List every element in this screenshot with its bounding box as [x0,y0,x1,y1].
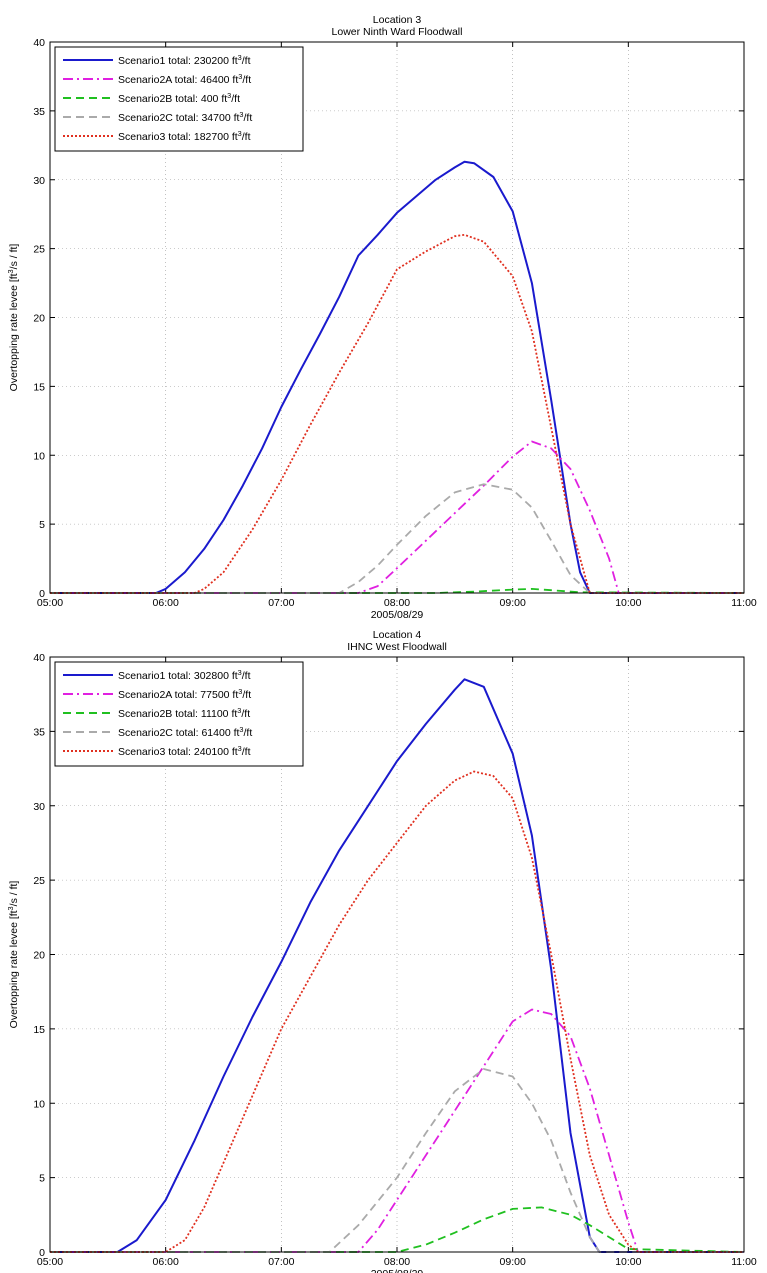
series-line-2 [50,440,744,594]
x-tick-label: 07:00 [268,597,294,609]
chart-title: Location 4 [373,629,422,641]
y-tick-label: 35 [33,106,45,118]
chart-subtitle: IHNC West Floodwall [347,641,447,653]
legend-label-1: Scenario1 total: 302800 ft3/ft [118,668,251,683]
x-axis-label: 2005/08/29 [371,609,424,621]
y-axis-label: Overtopping rate levee [ft3/s / ft] [6,244,21,392]
series-line-1 [50,160,744,594]
x-tick-label: 06:00 [153,1256,179,1268]
y-tick-label: 15 [33,381,45,393]
y-tick-label: 5 [39,519,45,531]
y-tick-label: 15 [33,1024,45,1036]
x-tick-label: 08:00 [384,1256,410,1268]
y-tick-label: 40 [33,652,45,664]
y-tick-label: 20 [33,950,45,962]
y-tick-label: 10 [33,450,45,462]
x-tick-label: 06:00 [153,597,179,609]
x-tick-label: 08:00 [384,597,410,609]
legend-label-3: Scenario2B total: 11100 ft3/ft [118,706,250,721]
x-tick-label: 10:00 [615,597,641,609]
legend-label-3: Scenario2B total: 400 ft3/ft [118,91,240,106]
legend-label-5: Scenario3 total: 182700 ft3/ft [118,129,251,144]
x-tick-label: 10:00 [615,1256,641,1268]
y-tick-label: 5 [39,1173,45,1185]
legend-label-2: Scenario2A total: 77500 ft3/ft [118,687,251,702]
y-tick-label: 20 [33,313,45,325]
x-tick-label: 05:00 [37,1256,63,1268]
x-tick-label: 09:00 [500,597,526,609]
series-line-2 [50,1008,744,1253]
chart-title: Location 3 [373,14,422,26]
series-line-5 [50,233,744,594]
series-line-1 [50,678,744,1253]
legend-label-4: Scenario2C total: 61400 ft3/ft [118,725,252,740]
x-tick-label: 11:00 [731,597,757,609]
axes-frame [49,41,745,594]
series-line-5 [50,770,744,1253]
y-tick-label: 40 [33,37,45,49]
y-tick-label: 0 [39,1247,45,1259]
y-tick-label: 25 [33,875,45,887]
y-tick-label: 0 [39,588,45,600]
y-axis-label: Overtopping rate levee [ft3/s / ft] [6,881,21,1029]
y-tick-label: 30 [33,175,45,187]
x-axis-label: 2005/08/29 [371,1268,424,1273]
series-line-4 [50,483,744,594]
y-tick-label: 10 [33,1098,45,1110]
series-line-3 [50,1206,745,1253]
chart-subtitle: Lower Ninth Ward Floodwall [332,26,463,38]
legend-label-1: Scenario1 total: 230200 ft3/ft [118,53,251,68]
legend-label-5: Scenario3 total: 240100 ft3/ft [118,744,251,759]
y-tick-label: 25 [33,244,45,256]
legend-label-2: Scenario2A total: 46400 ft3/ft [118,72,251,87]
y-tick-label: 35 [33,726,45,738]
axes-frame [49,656,745,1253]
legend-label-4: Scenario2C total: 34700 ft3/ft [118,110,252,125]
x-tick-label: 05:00 [37,597,63,609]
x-tick-label: 11:00 [731,1256,757,1268]
y-tick-label: 30 [33,801,45,813]
series-line-4 [50,1068,744,1253]
x-tick-label: 07:00 [268,1256,294,1268]
x-tick-label: 09:00 [500,1256,526,1268]
